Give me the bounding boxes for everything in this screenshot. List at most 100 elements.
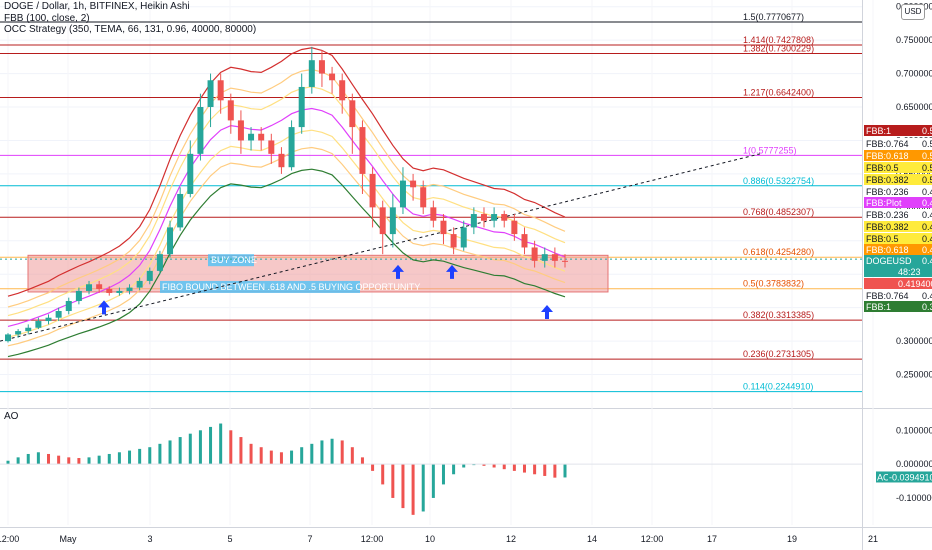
candle-body — [258, 133, 265, 141]
candle-body — [268, 140, 275, 154]
ao-bar — [158, 443, 162, 465]
candle-body — [298, 86, 305, 128]
tag-value: 0.4459880 — [922, 222, 932, 232]
band-line — [7, 129, 566, 338]
tag-label-bg — [864, 255, 920, 266]
candle-body — [440, 220, 447, 235]
ao-bar — [87, 457, 91, 465]
tag-value-bg — [920, 301, 932, 312]
tag-value-bg — [864, 266, 932, 277]
candle-body — [531, 247, 538, 261]
tag-value-bg — [920, 138, 932, 149]
ao-tag-value-bg — [888, 471, 932, 483]
tag-label-bg — [864, 125, 920, 136]
time-tick-label: 21 — [868, 534, 878, 544]
fib-level-label: 0.886(0.5322754) — [743, 176, 814, 186]
bollinger-bands — [0, 47, 862, 358]
tag-value-bg — [920, 125, 932, 136]
ao-bar — [522, 464, 526, 473]
price-tags: FBB:1 0.5590913 FBB:0.764 0.5397770 FBB:0.61… — [864, 125, 932, 483]
fib-level-label: 0.382(0.3313385) — [743, 310, 814, 320]
tag-value-bg — [920, 162, 932, 173]
candle-body — [177, 193, 184, 228]
tag-label: FBB:0.618 — [866, 245, 909, 255]
tag-label: FBB:0.618 — [866, 151, 909, 161]
tag-label: FBB:1 — [866, 302, 891, 312]
ao-bar — [57, 455, 61, 465]
ao-bar — [381, 464, 385, 485]
fib-level-label: 0.768(0.4852307) — [743, 207, 814, 217]
chart-title: DOGE / Dollar, 1h, BITFINEX, Heikin Ashi — [4, 1, 190, 12]
ao-bar — [512, 464, 516, 471]
candle-body — [197, 107, 204, 154]
candle-body — [75, 290, 82, 301]
candle-body — [106, 288, 113, 293]
ao-tag-value: -0.0394910 — [889, 472, 932, 482]
tag-label-bg — [864, 209, 920, 220]
ao-bar — [290, 450, 294, 465]
candle-body — [480, 214, 487, 221]
candle-body — [156, 254, 163, 271]
candle-body — [359, 127, 366, 174]
ao-bar — [128, 450, 132, 465]
candle-body — [187, 153, 194, 194]
candle-body — [521, 234, 528, 248]
currency-button[interactable]: USD — [901, 4, 925, 20]
ao-bar — [310, 443, 314, 465]
candle-body — [278, 153, 285, 168]
band-line — [7, 47, 566, 297]
tag-value-bg — [864, 278, 932, 289]
candle-body — [379, 207, 386, 235]
indicator-fbb-legend[interactable]: FBB (100, close, 2) — [4, 13, 90, 24]
fib-level-label: 1.414(0.7427808) — [743, 35, 814, 45]
tag-value: 0.5397770 — [922, 139, 932, 149]
tag-label: FBB:0.5 — [866, 163, 899, 173]
ao-legend[interactable]: AO — [4, 411, 19, 422]
candle-body — [25, 327, 32, 332]
ao-bar — [178, 437, 182, 465]
buy-arrow-icon — [541, 305, 553, 320]
tag-label-bg — [864, 301, 920, 312]
ao-bar — [360, 457, 364, 465]
tag-label-bg — [864, 233, 920, 244]
tag-label: FBB:0.764 — [866, 291, 909, 301]
candle-body — [339, 80, 346, 101]
ao-bar — [452, 464, 456, 475]
time-tick-label: 12:00 — [641, 534, 664, 544]
candle-body — [288, 127, 295, 168]
time-tick-label: 12 — [506, 534, 516, 544]
ao-bar — [36, 452, 40, 465]
tag-label: DOGEUSD — [866, 256, 912, 266]
tag-value-bg — [920, 233, 932, 244]
ao-bar — [97, 455, 101, 465]
fib-level-label: 0.236(0.2731305) — [743, 349, 814, 359]
ao-bar — [350, 447, 354, 465]
tag-value-bg — [920, 255, 932, 266]
candle-body — [491, 214, 498, 221]
ao-bar — [330, 438, 334, 465]
tag-value-bg — [920, 174, 932, 185]
candle-body — [65, 300, 72, 312]
tag-value-bg — [920, 221, 932, 232]
ao-bar — [198, 430, 202, 465]
ao-bar — [16, 457, 20, 465]
candle-body — [167, 227, 174, 255]
tag-value-bg — [920, 244, 932, 255]
tag-label: FBB:0.764 — [866, 139, 909, 149]
candle-body — [369, 173, 376, 208]
buy-arrow-icon — [392, 264, 404, 279]
time-tick-label: 3 — [147, 534, 152, 544]
ao-bar — [259, 447, 263, 465]
fib-level-label: 0.618(0.4254280) — [743, 247, 814, 257]
ao-bar — [462, 464, 466, 468]
ao-bar — [431, 464, 435, 498]
time-axis[interactable]: 12:00 May 3 5 7 12:00 10 12 14 12:00 17 19 21 — [0, 534, 878, 544]
time-tick-label: 12:00 — [361, 534, 384, 544]
ao-tag-label-bg — [876, 471, 888, 483]
annotation-fibo: FIBO BOUND BETWEEN .618 AND .5 BUYING OP… — [162, 282, 420, 292]
indicator-occ-legend[interactable]: OCC Strategy (350, TEMA, 66, 131, 0.96, … — [4, 24, 257, 35]
